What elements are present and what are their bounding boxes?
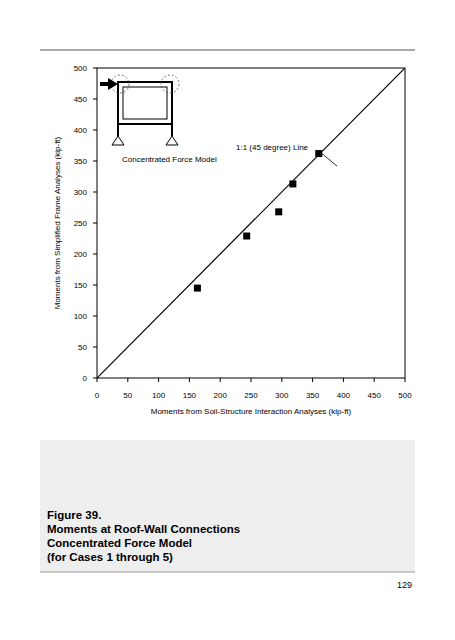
wall-right (171, 124, 173, 136)
y-tick (93, 285, 97, 286)
point (275, 208, 282, 215)
x-tick-label: 200 (214, 391, 228, 400)
x-tick-label: 50 (123, 391, 132, 400)
x-tick (405, 378, 406, 382)
x-tick-label: 0 (95, 391, 100, 400)
caption-line: Moments at Roof-Wall Connections (47, 523, 240, 535)
y-tick (93, 161, 97, 162)
y-tick-label: 400 (74, 126, 88, 135)
x-axis-label: Moments from Soil-Structure Interaction … (151, 407, 352, 416)
point (289, 180, 296, 187)
x-tick-label: 250 (244, 391, 258, 400)
support (112, 136, 124, 145)
caption-line: (for Cases 1 through 5) (47, 551, 173, 563)
x-tick (158, 378, 159, 382)
y-tick-label: 350 (74, 157, 88, 166)
y-tick (93, 347, 97, 348)
plot-frame (97, 68, 405, 378)
caption-rule (40, 572, 415, 573)
caption-line: Concentrated Force Model (47, 537, 192, 549)
y-tick-label: 150 (74, 281, 88, 290)
page: 0 50 100 150 200 250 300 350 400 450 500 0 50 100 150 2… (0, 0, 455, 640)
reference-line-label: 1:1 (45 degree) Line (236, 143, 309, 152)
page-rule (40, 50, 415, 51)
connection-circle (161, 75, 179, 93)
y-tick (93, 99, 97, 100)
y-axis-label: Moments from Simplified Frame Analyses (… (53, 136, 62, 309)
x-tick (189, 378, 190, 382)
inset-diagram (100, 75, 179, 145)
x-tick-label: 100 (152, 391, 166, 400)
y-tick-label: 0 (83, 374, 88, 383)
y-tick (93, 316, 97, 317)
y-tick-label: 300 (74, 188, 88, 197)
x-tick (281, 378, 282, 382)
x-tick (97, 378, 98, 382)
y-tick (93, 378, 97, 379)
caption-background (40, 440, 415, 572)
plot-marks (97, 68, 405, 378)
y-tick-label: 500 (74, 64, 88, 73)
y-tick-label: 50 (78, 343, 87, 352)
x-tick (343, 378, 344, 382)
chart: 0 50 100 150 200 250 300 350 400 450 500 0 50 100 150 2… (0, 0, 455, 640)
x-tick (220, 378, 221, 382)
y-tick-label: 450 (74, 95, 88, 104)
reference-line (97, 68, 405, 378)
wall-left (117, 124, 119, 136)
frame-outer (118, 82, 172, 124)
caption-line: Figure 39. (47, 509, 101, 521)
x-tick-label: 450 (368, 391, 382, 400)
y-tick (93, 254, 97, 255)
y-tick-label: 200 (74, 250, 88, 259)
frame-inner (123, 87, 167, 119)
x-tick (127, 378, 128, 382)
x-tick (312, 378, 313, 382)
page-number: 129 (397, 580, 412, 590)
x-tick-label: 500 (398, 391, 412, 400)
point (243, 233, 250, 240)
force-arrow-head (108, 78, 118, 90)
support (166, 136, 178, 145)
y-tick (93, 223, 97, 224)
y-tick-label: 250 (74, 219, 88, 228)
x-tick-label: 150 (183, 391, 197, 400)
x-tick (374, 378, 375, 382)
point (315, 150, 322, 157)
x-tick (251, 378, 252, 382)
y-tick-label: 100 (74, 312, 88, 321)
x-tick-label: 400 (337, 391, 351, 400)
x-tick-label: 300 (275, 391, 289, 400)
x-tick-label: 350 (306, 391, 320, 400)
annotation-leader (320, 152, 337, 166)
y-tick (93, 68, 97, 69)
y-tick (93, 130, 97, 131)
inset-label: Concentrated Force Model (122, 155, 217, 164)
y-tick (93, 192, 97, 193)
point (194, 285, 201, 292)
